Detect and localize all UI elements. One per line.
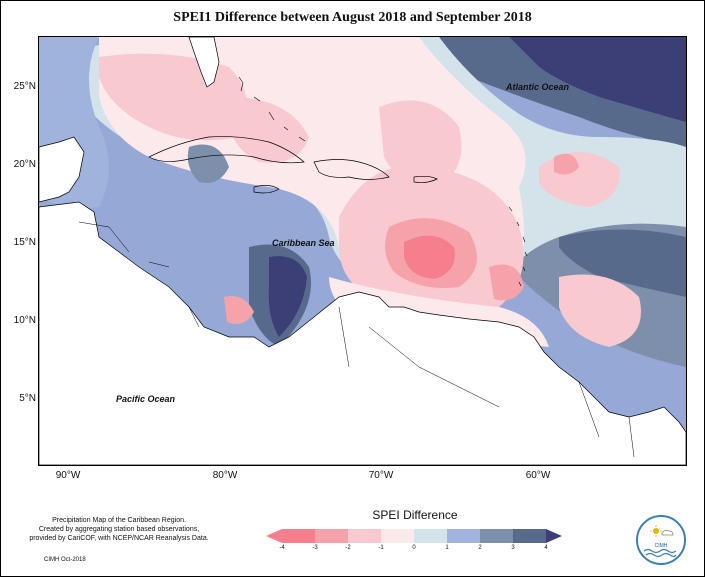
spei-map — [39, 37, 686, 465]
legend-cell — [480, 529, 513, 543]
cimh-logo: CIMH — [636, 515, 686, 565]
legend-tick-label: 2 — [478, 545, 482, 551]
lon-label-90w: 90°W — [55, 470, 81, 481]
legend-cell — [348, 529, 381, 543]
lat-label-15n: 15°N — [13, 237, 36, 248]
legend-tick-label: 0 — [412, 545, 416, 551]
map-title: SPEI1 Difference between August 2018 and… — [173, 10, 532, 25]
florida-land — [188, 37, 220, 88]
cuba-outline — [148, 136, 305, 164]
lat-label-5n: 5°N — [19, 393, 36, 404]
lon-label-60w: 60°W — [525, 470, 551, 481]
legend-cell — [315, 529, 348, 543]
lat-label-20n: 20°N — [13, 159, 36, 170]
map-panel — [38, 36, 687, 466]
logo-text: CIMH — [655, 543, 668, 549]
legend-cell — [381, 529, 414, 543]
legend-cell — [414, 529, 447, 543]
lat-label-25n: 25°N — [13, 81, 36, 92]
caribbean-sea-label: Caribbean Sea — [272, 238, 335, 248]
legend-cell — [513, 529, 546, 543]
legend-arrow-left — [266, 529, 282, 543]
legend-cell — [447, 529, 480, 543]
legend-tick-label: -2 — [345, 545, 351, 551]
legend-arrow-right — [546, 529, 562, 543]
credit-date: CIMH Oct-2018 — [44, 557, 86, 563]
hispaniola-outline — [313, 159, 390, 180]
legend-tick-label: 4 — [544, 545, 548, 551]
legend-title: SPEI Difference — [372, 508, 458, 522]
legend-tick-label: -1 — [378, 545, 384, 551]
footer-line-1: Precipitation Map of the Caribbean Regio… — [52, 517, 186, 524]
south-america-central-america-land — [39, 201, 686, 465]
footer-line-3: provided by CariCOF, with NCEP/NCAR Rean… — [29, 535, 209, 542]
lon-label-80w: 80°W — [212, 470, 238, 481]
legend-tick-label: 1 — [445, 545, 449, 551]
legend-colorbar — [266, 529, 562, 543]
legend-tick-label: -4 — [279, 545, 285, 551]
navy-patch-ne — [509, 37, 686, 122]
lon-label-70w: 70°W — [368, 470, 394, 481]
pacific-ocean-label: Pacific Ocean — [116, 394, 176, 404]
legend-tick-label: -3 — [312, 545, 318, 551]
lat-label-10n: 10°N — [13, 315, 36, 326]
footer-line-2: Created by aggregating station based obs… — [38, 526, 200, 533]
legend-tick-label: 3 — [511, 545, 515, 551]
footer-note: Precipitation Map of the Caribbean Regio… — [14, 516, 224, 543]
legend-cell — [282, 529, 315, 543]
atlantic-ocean-label: Atlantic Ocean — [506, 82, 570, 92]
